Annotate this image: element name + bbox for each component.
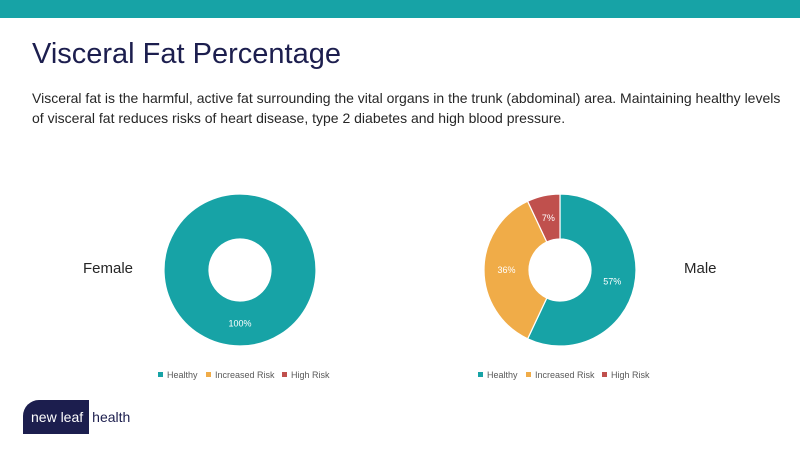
male-data-label-increased-risk: 36%	[497, 265, 515, 275]
male-slice-increased-risk	[483, 200, 548, 340]
female-chart-label: Female	[83, 260, 134, 277]
female-donut-chart: 100% Healthy Increased Risk High Risk	[158, 193, 330, 380]
female-legend-item-high-risk: High Risk	[282, 370, 330, 380]
legend-swatch	[206, 372, 211, 377]
legend-label: High Risk	[611, 370, 650, 380]
male-data-label-healthy: 57%	[603, 277, 621, 287]
female-legend-item-healthy: Healthy	[158, 370, 198, 380]
male-donut-chart: 57% 36% 7% Healthy Increased Risk High Risk	[478, 193, 650, 380]
legend-label: High Risk	[291, 370, 330, 380]
description-line-2: of visceral fat reduces risks of heart d…	[32, 110, 566, 126]
male-slice-healthy	[526, 193, 637, 347]
female-slice-healthy	[163, 193, 317, 347]
legend-swatch	[526, 372, 531, 377]
description-line-1: Visceral fat is the harmful, active fat …	[32, 90, 781, 106]
legend-swatch	[478, 372, 483, 377]
male-legend-item-high-risk: High Risk	[602, 370, 650, 380]
company-logo: new leaf health	[23, 400, 130, 434]
page-title: Visceral Fat Percentage	[32, 38, 341, 70]
legend-label: Healthy	[167, 370, 198, 380]
top-accent-bar	[0, 0, 800, 18]
page-description: Visceral fat is the harmful, active fat …	[32, 88, 781, 128]
male-legend-item-healthy: Healthy	[478, 370, 518, 380]
logo-part-2: health	[92, 409, 131, 425]
legend-label: Increased Risk	[215, 370, 275, 380]
legend-swatch	[158, 372, 163, 377]
legend-label: Increased Risk	[535, 370, 595, 380]
male-chart-label: Male	[684, 260, 717, 277]
legend-label: Healthy	[487, 370, 518, 380]
female-data-label-healthy: 100%	[228, 319, 251, 329]
male-data-label-high-risk: 7%	[542, 213, 555, 223]
legend-swatch	[282, 372, 287, 377]
male-legend-item-increased-risk: Increased Risk	[526, 370, 595, 380]
logo-part-1: new leaf	[23, 400, 90, 434]
legend-swatch	[602, 372, 607, 377]
male-slice-high-risk	[526, 193, 561, 243]
female-legend-item-increased-risk: Increased Risk	[206, 370, 275, 380]
